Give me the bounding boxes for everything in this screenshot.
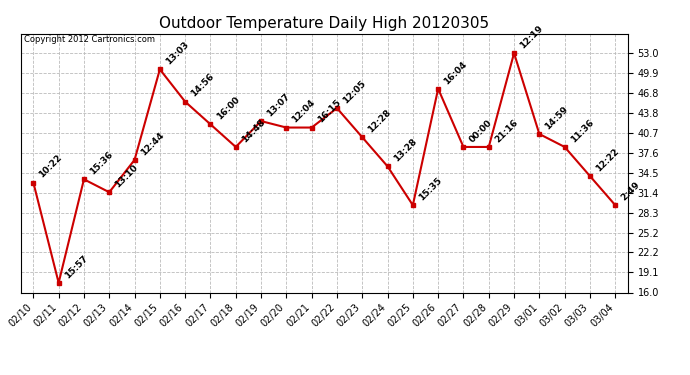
Text: 11:36: 11:36 — [569, 118, 595, 144]
Text: 13:07: 13:07 — [265, 92, 292, 118]
Text: Copyright 2012 Cartronics.com: Copyright 2012 Cartronics.com — [23, 35, 155, 44]
Text: 12:44: 12:44 — [139, 130, 166, 157]
Text: 12:22: 12:22 — [594, 147, 621, 173]
Text: 12:19: 12:19 — [518, 24, 545, 50]
Text: 16:15: 16:15 — [316, 98, 342, 125]
Text: 00:00: 00:00 — [468, 118, 494, 144]
Text: 15:36: 15:36 — [88, 150, 115, 177]
Text: 21:16: 21:16 — [493, 118, 520, 144]
Text: 12:04: 12:04 — [290, 98, 317, 125]
Text: 2:49: 2:49 — [620, 180, 642, 203]
Text: 14:48: 14:48 — [240, 117, 267, 144]
Text: 16:04: 16:04 — [442, 59, 469, 86]
Text: 10:22: 10:22 — [37, 153, 64, 180]
Text: 13:28: 13:28 — [392, 137, 418, 164]
Text: 14:56: 14:56 — [189, 72, 216, 99]
Text: 13:03: 13:03 — [164, 40, 190, 66]
Text: 14:59: 14:59 — [544, 105, 571, 131]
Text: 13:10: 13:10 — [113, 163, 140, 189]
Text: 16:00: 16:00 — [215, 95, 241, 122]
Text: 12:05: 12:05 — [341, 79, 368, 105]
Title: Outdoor Temperature Daily High 20120305: Outdoor Temperature Daily High 20120305 — [159, 16, 489, 31]
Text: 15:35: 15:35 — [417, 176, 444, 203]
Text: 12:28: 12:28 — [366, 108, 393, 135]
Text: 15:57: 15:57 — [63, 254, 90, 280]
